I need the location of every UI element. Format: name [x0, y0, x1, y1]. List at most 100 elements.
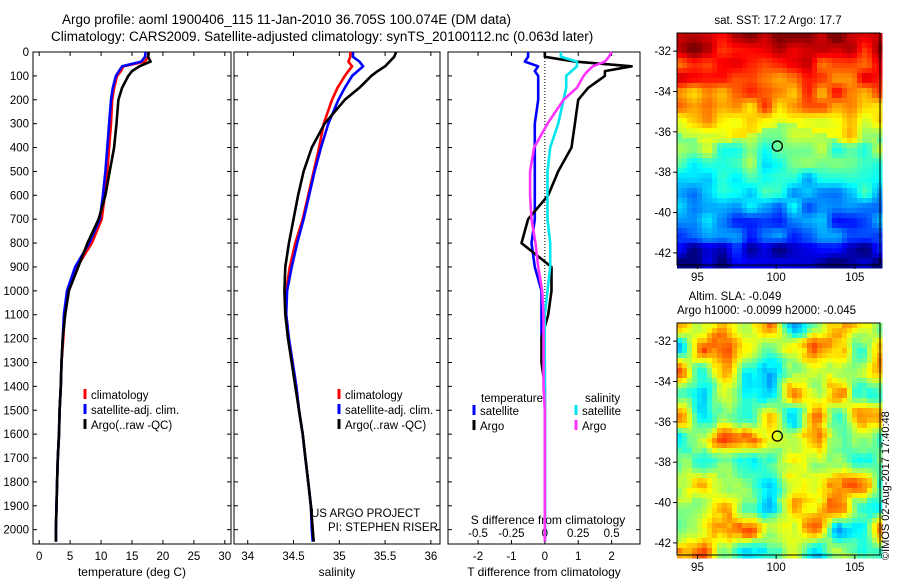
sst-map-cell — [777, 133, 783, 139]
sst-map-cell — [802, 38, 808, 44]
sla-map-cell — [807, 373, 813, 379]
sst-map-cell — [817, 183, 823, 189]
sla-map-cell — [732, 408, 738, 414]
sla-map-cell — [802, 408, 808, 414]
sst-map-cell — [852, 148, 858, 154]
sst-map-cell — [737, 143, 743, 149]
sst-map-cell — [852, 73, 858, 79]
sst-map-cell — [767, 263, 773, 269]
sla-map-cell — [677, 488, 683, 494]
sla-map-cell — [782, 508, 788, 514]
sla-map-cell — [697, 518, 703, 524]
sla-map-cell — [742, 348, 748, 354]
sla-map-cell — [837, 498, 843, 504]
depth-tick-label: 300 — [10, 119, 29, 131]
sla-map-cell — [852, 493, 858, 499]
sst-map-cell — [802, 83, 808, 89]
sst-map-cell — [772, 118, 778, 124]
sla-map-cell — [852, 398, 858, 404]
sla-map-cell — [767, 418, 773, 424]
sst-map-cell — [857, 223, 863, 229]
sst-map-cell — [772, 248, 778, 254]
sst-map-cell — [872, 63, 878, 69]
sst-map-cell — [712, 218, 718, 224]
sst-map-cell — [692, 168, 698, 174]
sla-map-cell — [737, 548, 743, 554]
sst-map-cell — [827, 218, 833, 224]
sla-map-cell — [822, 553, 828, 559]
sst-map-cell — [872, 103, 878, 109]
sla-map-cell — [827, 383, 833, 389]
sst-map-cell — [832, 153, 838, 159]
sla-map-cell — [737, 328, 743, 334]
sla-map-cell — [707, 408, 713, 414]
sst-map-cell — [812, 113, 818, 119]
sla-map-cell — [692, 338, 698, 344]
sst-map-cell — [832, 93, 838, 99]
sst-map-cell — [817, 103, 823, 109]
sla-map-cell — [787, 418, 793, 424]
sla-map-cell — [747, 463, 753, 469]
sla-map-cell — [802, 553, 808, 559]
sst-map-cell — [867, 253, 873, 259]
sla-map-cell — [702, 513, 708, 519]
sst-map-cell — [802, 53, 808, 59]
sla-map-cell — [777, 518, 783, 524]
sst-map-cell — [792, 183, 798, 189]
sla-map-cell — [837, 363, 843, 369]
sla-map-cell — [762, 338, 768, 344]
sst-map-cell — [847, 233, 853, 239]
sst-map-cell — [722, 138, 728, 144]
sst-map-cell — [822, 153, 828, 159]
sst-map-cell — [742, 63, 748, 69]
sla-map-cell — [757, 503, 763, 509]
sst-map-cell — [697, 128, 703, 134]
sla-map-cell — [707, 333, 713, 339]
sst-map-cell — [762, 148, 768, 154]
sst-map-cell — [797, 213, 803, 219]
sla-map-cell — [802, 468, 808, 474]
sst-map-cell — [752, 93, 758, 99]
sla-map-cell — [862, 458, 868, 464]
sst-map-cell — [707, 248, 713, 254]
sla-map-cell — [737, 413, 743, 419]
sst-map-cell — [732, 183, 738, 189]
sla-map-cell — [782, 383, 788, 389]
sst-map-cell — [822, 228, 828, 234]
sla-map-cell — [682, 548, 688, 554]
sla-map-cell — [812, 448, 818, 454]
sla-map-cell — [722, 418, 728, 424]
sla-map-cell — [677, 353, 683, 359]
depth-tick-label: 400 — [10, 143, 29, 155]
sst-map-cell — [862, 73, 868, 79]
sst-map-cell — [712, 98, 718, 104]
sst-map-cell — [832, 238, 838, 244]
sla-map-cell — [772, 508, 778, 514]
sla-map-cell — [732, 433, 738, 439]
sst-map-cell — [707, 128, 713, 134]
sst-map-cell — [717, 223, 723, 229]
sla-map-cell — [757, 463, 763, 469]
sst-map-cell — [757, 108, 763, 114]
sst-map-cell — [867, 153, 873, 159]
sst-map-cell — [707, 93, 713, 99]
sst-map-cell — [702, 93, 708, 99]
sla-map-cell — [807, 438, 813, 444]
sla-map-cell — [872, 393, 878, 399]
sla-map-cell — [742, 488, 748, 494]
sst-map-cell — [872, 233, 878, 239]
sst-map-cell — [822, 83, 828, 89]
sla-map-cell — [812, 343, 818, 349]
sla-map-cell — [757, 408, 763, 414]
sst-map-cell — [862, 223, 868, 229]
sla-map-cell — [837, 328, 843, 334]
sla-map-cell — [862, 538, 868, 544]
sla-map-cell — [832, 523, 838, 529]
sla-map-cell — [687, 403, 693, 409]
sst-map-cell — [827, 103, 833, 109]
sla-map-cell — [822, 523, 828, 529]
sst-map-cell — [737, 258, 743, 264]
sst-map-cell — [777, 53, 783, 59]
sst-map-cell — [712, 108, 718, 114]
sla-map-cell — [757, 348, 763, 354]
